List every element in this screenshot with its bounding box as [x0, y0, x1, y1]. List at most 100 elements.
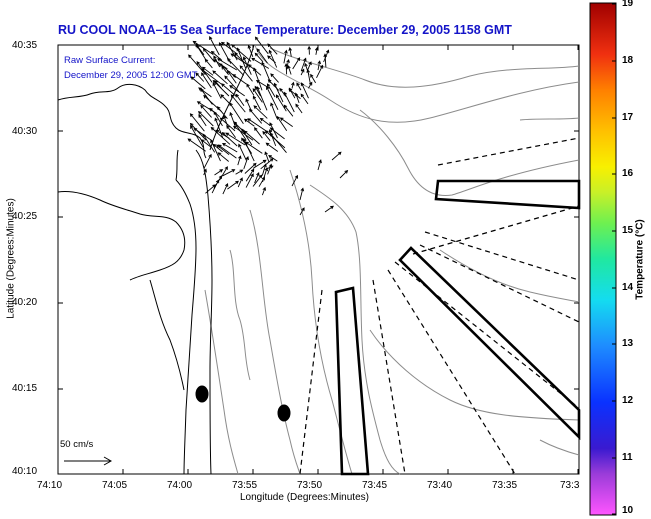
current-vector	[214, 117, 224, 138]
current-vector	[230, 94, 246, 113]
current-vector	[253, 67, 263, 91]
current-vector	[260, 157, 274, 170]
radial-line	[387, 269, 516, 475]
current-vector	[267, 163, 273, 175]
current-vector	[192, 40, 214, 55]
current-vector	[241, 128, 253, 146]
current-vector	[235, 93, 245, 107]
colorbar-label: Temperature (°C)	[634, 219, 646, 300]
colorbar-tick-label: 11	[622, 452, 633, 463]
current-vector	[209, 36, 220, 56]
current-vector	[200, 139, 212, 148]
current-vector	[213, 111, 223, 127]
contour-line	[369, 329, 580, 421]
current-vector	[273, 82, 284, 103]
y-tick-label: 40:25	[12, 211, 38, 222]
current-vector	[256, 48, 268, 64]
current-vector	[189, 122, 207, 141]
current-vector	[220, 94, 230, 104]
current-vector	[261, 61, 272, 83]
current-vector	[212, 70, 228, 85]
radial-line	[299, 289, 323, 475]
current-vector	[229, 102, 244, 125]
current-vector	[217, 144, 237, 159]
current-vector	[299, 187, 305, 201]
current-vector	[236, 47, 247, 69]
radial-line	[412, 205, 580, 255]
current-vector	[317, 159, 322, 171]
current-vector	[210, 126, 231, 145]
current-vector	[198, 110, 214, 127]
current-vector	[261, 163, 267, 176]
scale-label: 50 cm/s	[60, 439, 94, 450]
colorbar-tick-label: 15	[622, 225, 634, 236]
radial-line	[372, 279, 406, 475]
current-vector	[331, 151, 342, 161]
current-vector	[288, 88, 301, 99]
y-tick-label: 40:20	[12, 297, 38, 308]
sector-polygon	[434, 179, 581, 210]
current-legend-label: Raw Surface Current:	[64, 55, 156, 66]
current-vector	[211, 179, 220, 194]
y-axis-label: Latitude (Degrees:Minutes)	[5, 198, 17, 319]
colorbar-tick-label: 17	[622, 112, 634, 123]
current-legend-date: December 29, 2005 12:00 GMT	[64, 70, 198, 81]
current-vector	[279, 87, 287, 97]
radial-line	[437, 137, 580, 166]
contour-line	[309, 184, 401, 475]
current-vector	[203, 94, 223, 113]
current-vector	[243, 118, 255, 127]
current-vector	[299, 207, 305, 216]
current-vector	[221, 143, 238, 153]
current-vector	[246, 83, 255, 96]
current-vector	[196, 101, 215, 113]
coastline-segment	[195, 149, 213, 475]
current-vector	[252, 95, 261, 111]
current-vector	[254, 52, 264, 63]
current-vector	[233, 125, 254, 141]
current-vector	[230, 53, 252, 68]
current-vector	[259, 117, 271, 127]
y-tick-label: 40:35	[12, 40, 38, 51]
current-vector	[283, 49, 288, 64]
current-vector	[268, 49, 278, 68]
current-vector	[202, 133, 216, 153]
contour-line	[539, 439, 580, 456]
current-vector	[270, 73, 279, 83]
current-vector	[195, 72, 205, 82]
current-vector	[222, 183, 229, 195]
radar-station-marker	[277, 404, 291, 422]
current-vector	[231, 44, 252, 62]
current-vector	[287, 65, 292, 75]
current-vector	[254, 172, 260, 184]
current-vector	[316, 64, 324, 79]
current-vector	[254, 36, 269, 54]
x-tick-label: 73:3	[560, 480, 580, 491]
current-vector	[243, 130, 260, 145]
current-vector	[217, 152, 229, 162]
contour-line	[269, 47, 580, 88]
current-vector	[276, 115, 288, 131]
current-vector	[220, 41, 238, 55]
current-vector	[247, 44, 254, 57]
current-vector	[222, 169, 236, 177]
coastline	[57, 44, 255, 475]
current-vector	[219, 166, 228, 181]
current-vector	[300, 68, 305, 76]
current-vector	[224, 75, 240, 92]
current-vector	[323, 53, 327, 68]
current-vector	[242, 56, 252, 75]
sector-polygon	[398, 246, 581, 441]
current-vector	[189, 113, 205, 132]
current-vector	[187, 138, 206, 152]
x-tick-label: 74:10	[37, 480, 63, 491]
contour-line	[439, 249, 580, 303]
colorbar-tick-label: 13	[622, 338, 634, 349]
current-vector	[214, 169, 224, 176]
current-vector	[237, 155, 242, 166]
current-vector	[296, 82, 302, 91]
current-vector	[270, 102, 278, 119]
current-vector	[310, 73, 316, 84]
